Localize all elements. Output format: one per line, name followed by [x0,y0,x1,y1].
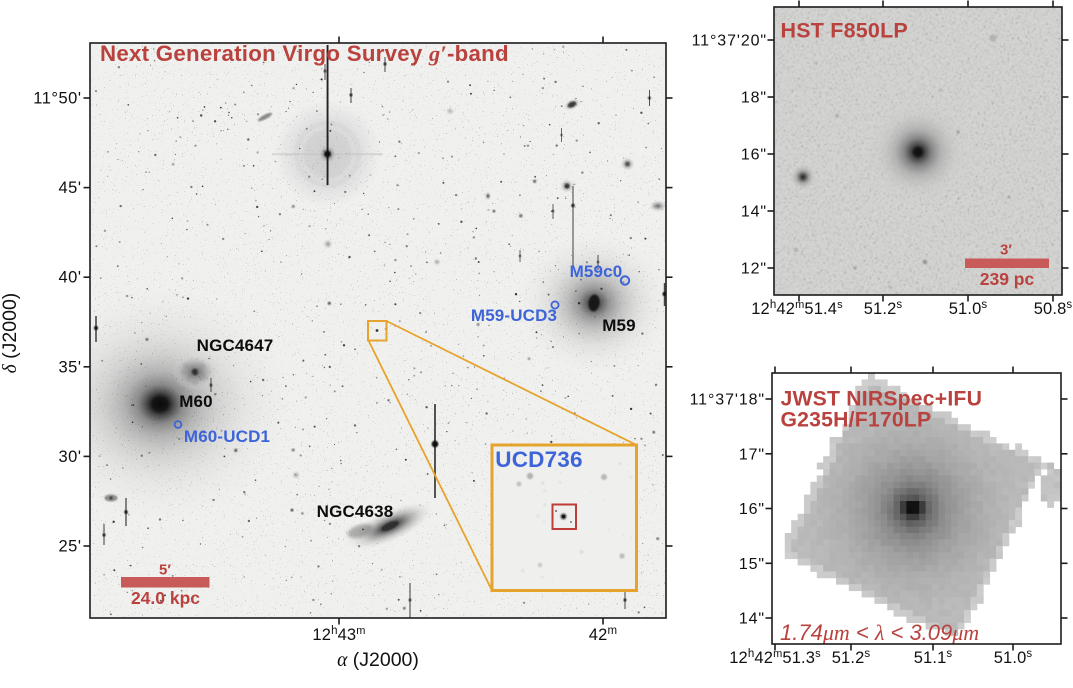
svg-text:16": 16" [741,147,767,164]
svg-text:M60: M60 [179,392,213,411]
svg-text:11°37'20": 11°37'20" [692,33,767,50]
svg-text:51.0s: 51.0s [994,648,1033,667]
svg-text:24.0 kpc: 24.0 kpc [131,588,200,608]
svg-text:G235H/F170LP: G235H/F170LP [781,409,932,432]
svg-text:5′: 5′ [159,562,171,579]
svg-text:NGC4638: NGC4638 [317,502,394,521]
svg-text:14": 14" [739,611,765,628]
svg-text:12h42m51.4s: 12h42m51.4s [751,299,843,318]
svg-text:12": 12" [741,261,767,278]
svg-text:3′: 3′ [1000,242,1012,259]
svg-text:50.8s: 50.8s [1034,299,1073,318]
svg-text:JWST NIRSpec+IFU: JWST NIRSpec+IFU [781,388,983,411]
svg-text:51.2s: 51.2s [864,299,903,318]
svg-text:Next Generation Virgo Survey g: Next Generation Virgo Survey g′-band [100,41,509,66]
svg-text:35': 35' [58,358,81,376]
svg-text:M59c0: M59c0 [570,262,623,281]
svg-text:42m: 42m [589,625,617,644]
svg-text:15": 15" [739,556,765,573]
svg-text:1.74μm < λ < 3.09μm: 1.74μm < λ < 3.09μm [780,620,979,645]
svg-text:40': 40' [58,269,81,287]
svg-text:51.1s: 51.1s [914,648,953,667]
svg-text:11°37'18": 11°37'18" [690,392,765,409]
svg-text:25': 25' [58,538,81,556]
svg-text:45': 45' [58,179,81,197]
svg-text:NGC4647: NGC4647 [197,336,274,355]
svg-text:UCD736: UCD736 [495,447,583,472]
svg-text:14": 14" [741,204,767,221]
svg-text:16": 16" [739,501,765,518]
svg-text:11°50': 11°50' [33,90,81,108]
svg-text:δ (J2000): δ (J2000) [0,293,21,374]
svg-text:51.2s: 51.2s [832,648,871,667]
svg-text:17": 17" [739,446,765,463]
svg-text:12h43m: 12h43m [312,625,365,644]
svg-text:12h42m51.3s: 12h42m51.3s [729,648,821,667]
svg-text:α (J2000): α (J2000) [337,649,419,671]
svg-text:M60-UCD1: M60-UCD1 [184,427,270,446]
svg-text:18": 18" [741,90,767,107]
svg-text:M59-UCD3: M59-UCD3 [471,306,557,325]
svg-text:HST F850LP: HST F850LP [781,19,908,43]
svg-text:30': 30' [58,448,81,466]
svg-text:239 pc: 239 pc [980,269,1035,289]
svg-text:51.0s: 51.0s [949,299,988,318]
svg-text:M59: M59 [602,316,636,335]
